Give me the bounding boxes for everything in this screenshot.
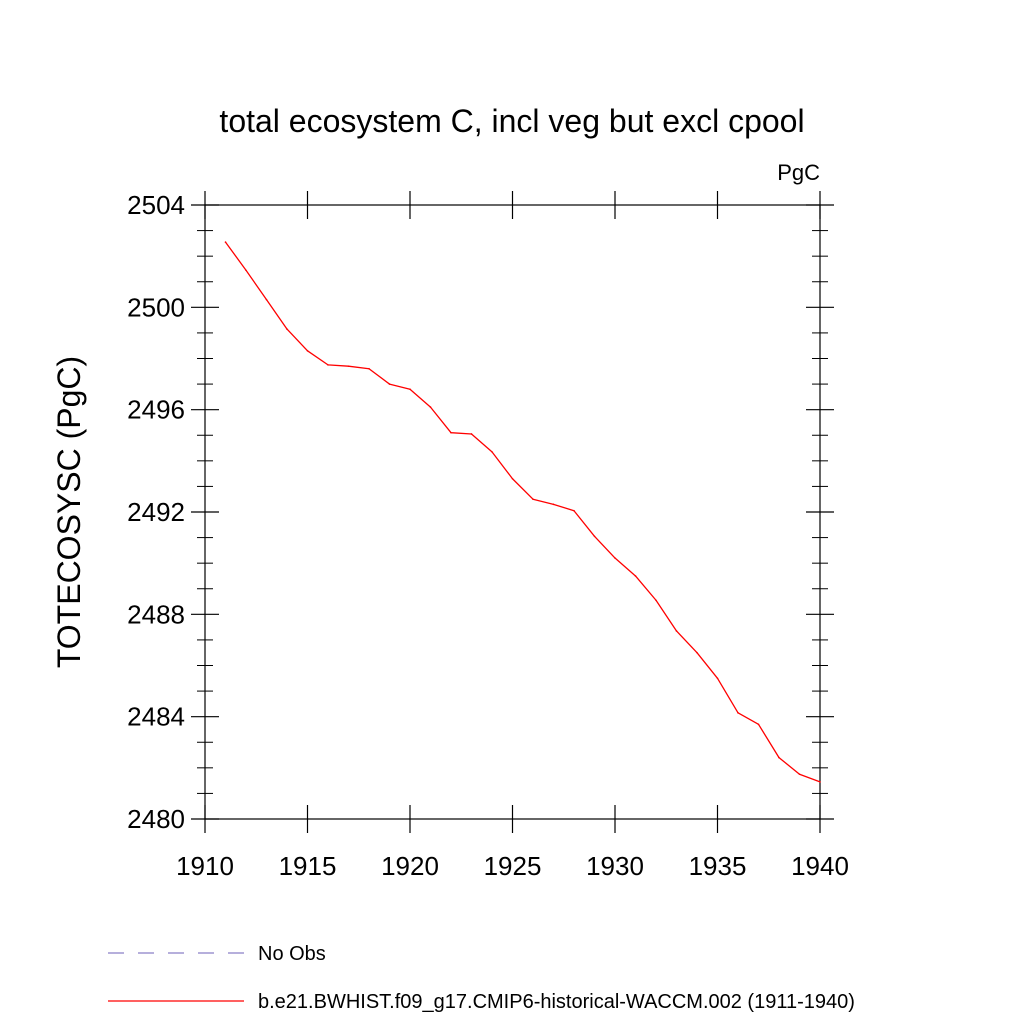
x-tick-label: 1920	[381, 851, 439, 881]
y-axis-ticks: 2480 2484 2488 2492 2496 2500 2504	[127, 190, 834, 834]
y-tick-label: 2492	[127, 497, 185, 527]
data-point	[819, 781, 821, 783]
data-point	[368, 367, 370, 370]
data-point	[429, 406, 432, 408]
legend-label-1: b.e21.BWHIST.f09_g17.CMIP6-historical-WA…	[258, 991, 855, 1013]
legend: No Obs b.e21.BWHIST.f09_g17.CMIP6-histori…	[108, 943, 855, 1013]
y-tick-label: 2480	[127, 804, 185, 834]
data-point	[552, 503, 555, 506]
data-point	[388, 383, 391, 385]
units-label: PgC	[777, 160, 820, 185]
x-tick-label: 1930	[586, 851, 644, 881]
series-line-0	[224, 241, 821, 783]
plot-frame	[204, 204, 821, 820]
data-point	[675, 630, 678, 632]
data-point	[511, 477, 514, 480]
data-point	[327, 364, 329, 366]
chart-title: total ecosystem C, incl veg but excl cpo…	[219, 103, 804, 139]
data-point	[450, 431, 452, 434]
data-point	[696, 651, 698, 654]
data-point	[634, 575, 637, 577]
legend-label-0: No Obs	[258, 943, 326, 965]
data-point	[532, 498, 534, 501]
y-tick-label: 2484	[127, 702, 185, 732]
data-point	[798, 773, 801, 776]
data-point	[593, 535, 596, 538]
data-point	[265, 298, 268, 301]
data-point	[347, 365, 350, 367]
y-tick-label: 2496	[127, 395, 185, 425]
data-point	[306, 350, 309, 352]
data-point	[470, 433, 473, 435]
x-tick-label: 1940	[791, 851, 849, 881]
data-point	[737, 712, 739, 714]
data-point	[409, 388, 411, 391]
series-layer	[224, 241, 821, 783]
data-point	[614, 557, 616, 559]
y-axis-label: TOTECOSYSC (PgC)	[51, 356, 87, 668]
data-point	[655, 599, 657, 602]
data-point	[573, 509, 575, 512]
y-tick-label: 2500	[127, 292, 185, 322]
data-point	[778, 756, 780, 759]
y-tick-label: 2488	[127, 599, 185, 629]
data-point	[716, 677, 719, 680]
x-tick-label: 1935	[689, 851, 747, 881]
data-point	[224, 241, 227, 243]
y-tick-label: 2504	[127, 190, 185, 220]
x-tick-label: 1910	[176, 851, 234, 881]
data-point	[757, 723, 760, 726]
x-tick-label: 1915	[279, 851, 337, 881]
x-tick-label: 1925	[484, 851, 542, 881]
data-point	[286, 328, 288, 330]
data-point	[491, 451, 493, 453]
data-point	[245, 269, 247, 272]
x-axis-ticks: 1910 1915 1920 1925 1930 1935 1940	[176, 191, 849, 881]
